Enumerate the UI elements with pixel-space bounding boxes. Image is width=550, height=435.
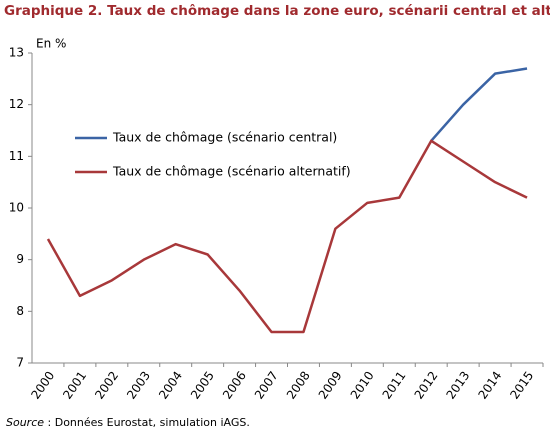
x-tick-label: 2010 [348,369,377,402]
x-tick-label: 2001 [60,369,89,402]
x-tick-label: 2009 [316,369,345,402]
y-tick-label: 7 [16,356,24,370]
legend-label: Taux de chômage (scénario alternatif) [112,164,351,179]
y-tick-label: 11 [9,149,24,163]
x-tick-label: 2015 [507,369,536,402]
x-tick-label: 2011 [380,369,409,402]
x-tick-label: 2014 [475,369,504,402]
x-tick-label: 2000 [28,369,57,402]
x-tick-label: 2008 [284,369,313,402]
y-tick-label: 10 [9,201,24,215]
x-tick-label: 2005 [188,369,217,402]
y-tick-label: 8 [16,304,24,318]
x-tick-label: 2012 [412,369,441,402]
line [430,67,528,142]
x-tick-label: 2006 [220,369,249,402]
x-tick-label: 2007 [252,369,281,402]
x-tick-label: 2003 [124,369,153,402]
y-tick-label: 9 [16,252,24,266]
x-tick-label: 2013 [443,369,472,402]
source-label: Source [6,416,44,429]
y-tick-label: 12 [9,97,24,111]
source: Source : Données Eurostat, simulation iA… [6,416,250,429]
legend-label: Taux de chômage (scénario central) [112,130,337,145]
line [46,139,528,334]
y-axis-label: En % [36,37,66,51]
source-text: : Données Eurostat, simulation iAGS. [48,416,250,429]
y-tick-label: 13 [9,46,24,60]
chart-title: Graphique 2. Taux de chômage dans la zon… [4,3,550,19]
x-tick-label: 2004 [156,369,185,402]
x-tick-label: 2002 [92,369,121,402]
